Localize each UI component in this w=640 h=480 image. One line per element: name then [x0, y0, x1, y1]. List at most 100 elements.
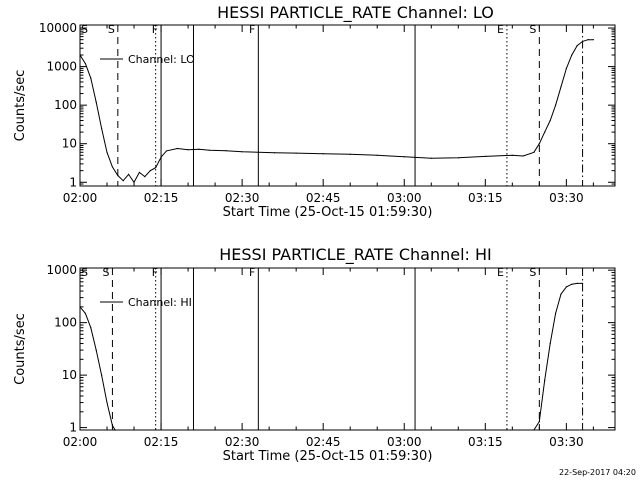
data-point — [122, 180, 124, 182]
y-tick-label: 1 — [69, 175, 77, 189]
data-point — [522, 155, 524, 157]
data-point — [209, 149, 211, 151]
data-point — [155, 167, 157, 169]
data-point — [484, 155, 486, 157]
data-point — [101, 374, 103, 376]
data-point — [106, 401, 108, 404]
x-tick-label: 02:15 — [144, 191, 179, 205]
x-tick-label: 03:00 — [387, 191, 422, 205]
chart-title: HESSI PARTICLE_RATE Channel: LO — [217, 3, 494, 23]
data-point — [176, 147, 178, 150]
data-point — [79, 306, 81, 308]
legend-label: Channel: HI — [128, 296, 192, 309]
x-axis-label: Start Time (25-Oct-15 01:59:30) — [223, 205, 433, 220]
data-point — [581, 282, 584, 284]
data-point — [533, 429, 535, 431]
data-point — [549, 342, 551, 345]
y-tick-label: 100 — [54, 316, 77, 330]
data-point — [133, 181, 135, 183]
data-point — [128, 173, 130, 175]
x-tick-label: 03:15 — [468, 191, 503, 205]
data-point — [149, 170, 151, 172]
data-point — [511, 154, 513, 156]
x-tick-label: 02:00 — [63, 191, 98, 205]
data-point — [84, 62, 87, 65]
event-marker-S: S — [108, 23, 115, 36]
data-point — [544, 379, 546, 381]
data-point — [576, 45, 578, 47]
data-point — [554, 104, 557, 106]
data-point — [587, 39, 589, 41]
panel-hi: HESSI PARTICLE_RATE Channel: HI 02:00 02:1… — [13, 245, 616, 464]
x-tick-label: 02:15 — [144, 435, 179, 449]
data-point — [560, 86, 562, 88]
data-point — [538, 143, 540, 145]
y-axis-label: Counts/sec — [13, 70, 28, 142]
data-point — [225, 150, 227, 152]
x-tick-label: 02:00 — [63, 435, 98, 449]
panel-lo: HESSI PARTICLE_RATE Channel: LO 02:00 02:1… — [13, 3, 616, 220]
data-point — [571, 54, 573, 56]
data-point — [457, 157, 459, 159]
data-point — [160, 156, 162, 158]
data-point — [106, 151, 108, 153]
series-line — [80, 282, 583, 430]
data-point — [187, 149, 189, 151]
data-point — [101, 127, 103, 129]
y-tick-label: 10000 — [39, 21, 77, 35]
event-marker-S: S — [102, 266, 109, 279]
data-point — [84, 312, 87, 315]
event-marker-F: F — [249, 23, 255, 36]
data-point — [111, 424, 114, 427]
chart-title: HESSI PARTICLE_RATE Channel: HI — [219, 245, 492, 265]
start-marker-S: S — [81, 266, 88, 279]
data-point — [165, 150, 168, 152]
x-tick-label: 03:30 — [549, 435, 584, 449]
data-point — [90, 327, 92, 329]
x-axis-label: Start Time (25-Oct-15 01:59:30) — [223, 449, 433, 464]
event-marker-E: E — [497, 23, 504, 36]
y-tick-label: 10 — [62, 137, 77, 151]
data-point — [144, 176, 146, 178]
x-tick-label: 02:45 — [306, 191, 341, 205]
data-point — [403, 156, 405, 158]
data-point — [376, 154, 378, 156]
y-tick-label: 1 — [69, 421, 77, 435]
x-tick-label: 03:30 — [549, 191, 584, 205]
x-tick-label: 02:30 — [225, 435, 260, 449]
data-point — [538, 421, 540, 423]
data-point — [349, 153, 351, 155]
event-marker-S: S — [529, 266, 536, 279]
x-tick-label: 02:45 — [306, 435, 341, 449]
data-point — [138, 171, 141, 174]
event-marker-S: S — [529, 23, 536, 36]
data-point — [114, 429, 116, 431]
data-point — [95, 349, 97, 351]
plot-frame — [79, 24, 616, 187]
data-point — [565, 67, 567, 69]
data-point — [273, 152, 276, 154]
data-point — [533, 151, 535, 153]
data-point — [554, 312, 557, 315]
footer-timestamp: 22-Sep-2017 04:20 — [559, 468, 636, 477]
event-marker-E: E — [497, 266, 504, 279]
data-point — [571, 283, 573, 285]
data-point — [111, 166, 114, 168]
x-tick-label: 03:00 — [387, 435, 422, 449]
data-point — [257, 151, 259, 153]
data-point — [576, 282, 578, 284]
data-point — [565, 286, 567, 288]
event-marker-F: F — [152, 23, 158, 36]
legend-label: Channel: LO — [128, 53, 195, 66]
data-point — [79, 54, 81, 56]
x-tick-label: 02:30 — [225, 191, 260, 205]
data-point — [117, 174, 119, 177]
data-point — [544, 131, 546, 133]
y-tick-label: 100 — [54, 98, 77, 112]
data-point — [549, 119, 551, 122]
plot-frame — [79, 267, 616, 431]
y-axis-label: Counts/sec — [13, 313, 28, 385]
y-tick-label: 1000 — [46, 263, 77, 277]
data-point — [90, 77, 92, 79]
